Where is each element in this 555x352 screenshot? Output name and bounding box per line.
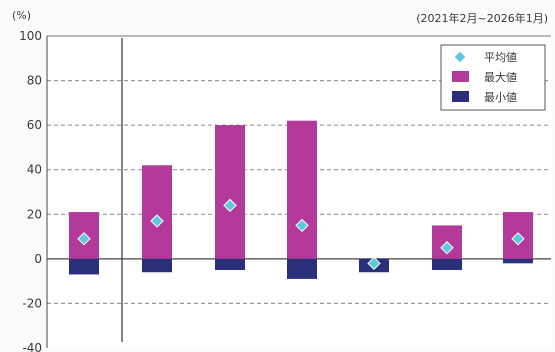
legend-label-average: 平均値: [484, 51, 517, 64]
average-marker: [440, 241, 454, 255]
average-marker: [367, 256, 381, 271]
bar-min: [503, 258, 533, 264]
bar-min: [432, 258, 462, 270]
average-marker: [77, 232, 91, 246]
y-tick-labels: 100 80 60 40 20 0 -20 -40: [19, 29, 42, 352]
y-tick-label: 40: [27, 163, 42, 177]
legend-label-min: 最小値: [484, 91, 517, 104]
bar-max: [215, 125, 245, 259]
legend-marker-average: [453, 50, 467, 64]
y-tick-label: -40: [22, 341, 42, 352]
average-marker: [150, 214, 164, 228]
bar-min: [215, 258, 245, 270]
average-marker: [295, 218, 309, 233]
bar-min: [142, 258, 172, 273]
bars: [69, 120, 533, 279]
y-tick-label: 80: [27, 74, 42, 88]
y-tick-label: 0: [34, 252, 42, 266]
legend-label-max: 最大値: [484, 70, 517, 84]
bar-min: [69, 258, 99, 275]
legend-swatch-max: [452, 71, 469, 82]
bar-max: [142, 165, 172, 259]
y-tick-label: 60: [27, 118, 42, 132]
period-label: (2021年2月~2026年1月): [416, 11, 548, 25]
bar-max: [287, 120, 317, 259]
average-marker: [223, 198, 237, 213]
average-marker: [511, 232, 525, 246]
y-tick-label: -20: [22, 296, 42, 310]
y-tick-label: 20: [27, 207, 42, 221]
y-tick-label: 100: [19, 29, 42, 43]
legend: 平均値 最大値 最小値: [440, 44, 546, 111]
bar-min: [287, 258, 317, 279]
unit-label: (%): [12, 9, 31, 22]
legend-swatch-min: [452, 91, 469, 102]
